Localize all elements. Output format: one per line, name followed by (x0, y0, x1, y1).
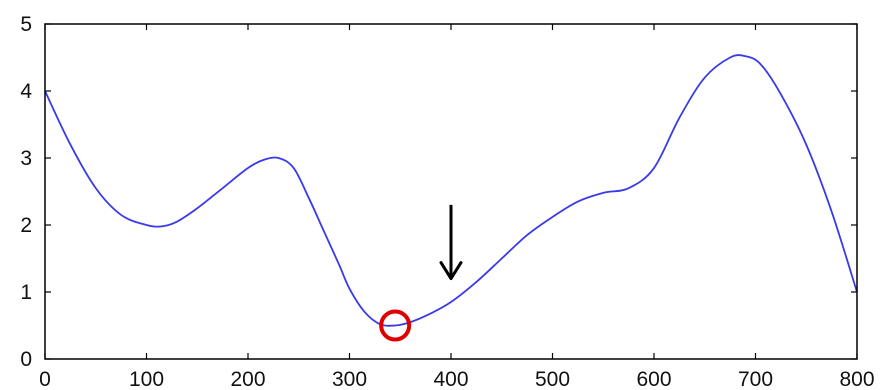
x-tick-label: 100 (129, 368, 164, 390)
y-tick-label: 4 (20, 80, 32, 103)
x-tick-label: 700 (738, 368, 773, 390)
x-axis-ticks: 0 100 200 300 400 500 600 700 800 (39, 24, 875, 390)
x-tick-label: 200 (230, 368, 265, 390)
x-tick-label: 500 (535, 368, 570, 390)
series-line (44, 54, 858, 327)
x-tick-label: 600 (636, 368, 671, 390)
series-layer (44, 54, 858, 327)
highlight-circle (379, 309, 412, 342)
y-tick-label: 1 (20, 281, 32, 304)
y-axis-ticks: 0 1 2 3 4 5 (20, 13, 857, 371)
y-tick-label: 0 (20, 348, 32, 371)
x-tick-label: 400 (433, 368, 468, 390)
annotation-layer (379, 204, 463, 342)
plot-frame (44, 23, 858, 360)
x-tick-label: 300 (332, 368, 367, 390)
x-tick-label: 800 (839, 368, 874, 390)
y-tick-label: 3 (20, 147, 32, 170)
y-tick-label: 5 (20, 13, 32, 36)
y-tick-label: 2 (20, 214, 32, 237)
x-tick-label: 0 (39, 368, 51, 390)
arrow-head (439, 261, 463, 281)
